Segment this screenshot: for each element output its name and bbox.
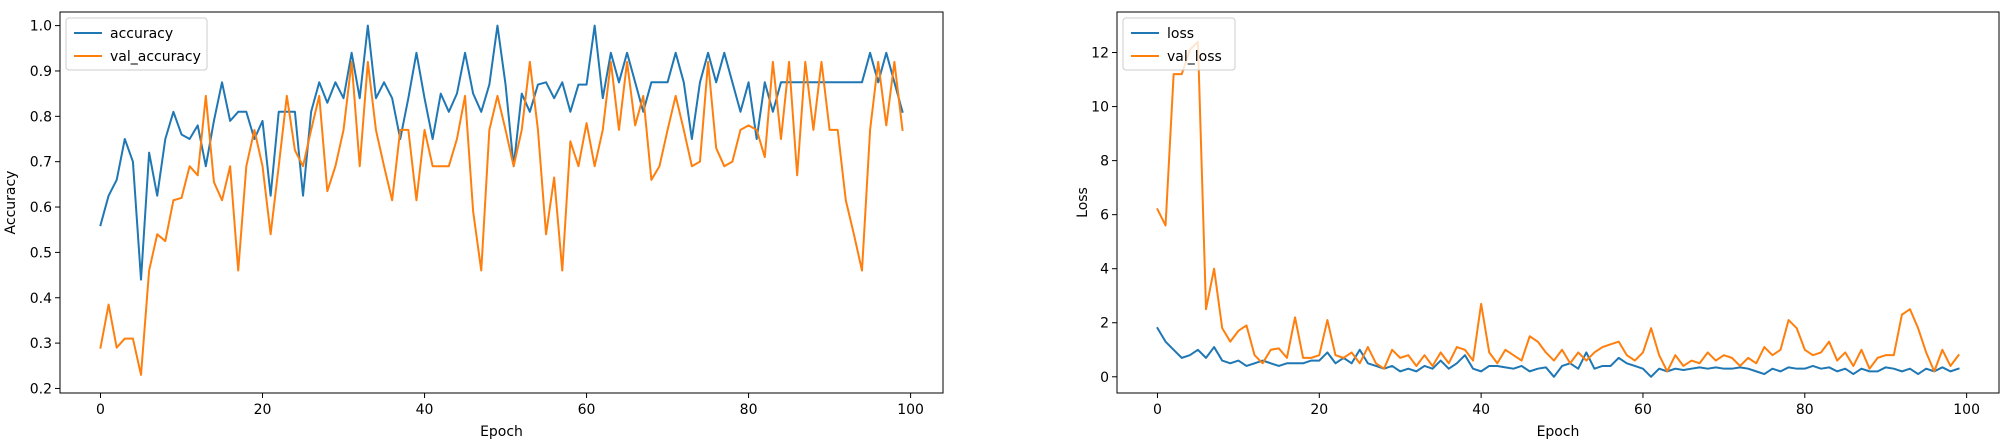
y-tick-label: 8	[1100, 154, 1109, 170]
x-tick-label: 80	[1796, 402, 1814, 418]
x-tick-label: 0	[1153, 402, 1162, 418]
axes-frame	[1116, 11, 2000, 394]
x-tick-label: 20	[254, 402, 272, 418]
y-tick-label: 2	[1100, 316, 1109, 332]
y-tick-label: 0.4	[30, 291, 52, 307]
series-line-val-accuracy	[99, 60, 904, 376]
y-axis-title: Loss	[1075, 187, 1091, 218]
y-tick-label: 0.3	[30, 336, 52, 352]
x-tick-label: 60	[1634, 402, 1652, 418]
x-axis-title: Epoch	[1537, 424, 1580, 440]
legend: accuracy val_accuracy	[65, 17, 208, 71]
y-tick-label: 0.5	[30, 245, 52, 261]
x-tick-label: 100	[1953, 402, 1980, 418]
plot-area	[99, 24, 904, 376]
accuracy-chart: 0 20 40 60 80 100 0.2 0.3 0.4 0.5 0.6 0.7 0.8 0.9 1.0 E…	[3, 11, 944, 440]
legend: loss val_loss	[1122, 17, 1236, 71]
y-tick-label: 12	[1091, 46, 1109, 62]
y-tick-label: 10	[1091, 100, 1109, 116]
axes-frame	[59, 11, 944, 394]
x-tick-label: 0	[96, 402, 105, 418]
legend-label-val-accuracy: val_accuracy	[110, 49, 201, 65]
y-tick-label: 0.9	[30, 64, 52, 80]
x-tick-label: 60	[578, 402, 596, 418]
y-axis-title: Accuracy	[3, 171, 19, 235]
y-tick-label: 0.8	[30, 109, 52, 125]
loss-chart: 0 20 40 60 80 100 0 2 4 6 8 10 12 Epoch Loss loss val_lo…	[1075, 11, 2000, 440]
y-tick-label: 0.6	[30, 200, 52, 216]
series-line-loss	[1156, 326, 1960, 378]
y-tick-label: 0.7	[30, 155, 52, 171]
y-tick-label: 4	[1100, 262, 1109, 278]
x-tick-label: 80	[740, 402, 758, 418]
y-tick-label: 1.0	[30, 19, 52, 35]
legend-label-accuracy: accuracy	[110, 26, 173, 42]
x-axis-title: Epoch	[480, 424, 523, 440]
series-line-accuracy	[99, 24, 904, 281]
series-line-val-loss	[1156, 40, 1960, 373]
x-tick-label: 40	[1472, 402, 1490, 418]
x-tick-label: 40	[416, 402, 434, 418]
y-tick-label: 0.2	[30, 381, 52, 397]
x-tick-label: 100	[897, 402, 924, 418]
legend-label-val-loss: val_loss	[1167, 49, 1222, 65]
plot-area	[1156, 40, 1960, 378]
x-tick-label: 20	[1310, 402, 1328, 418]
y-tick-label: 0	[1100, 370, 1109, 386]
y-tick-label: 6	[1100, 208, 1109, 224]
legend-label-loss: loss	[1167, 26, 1194, 42]
